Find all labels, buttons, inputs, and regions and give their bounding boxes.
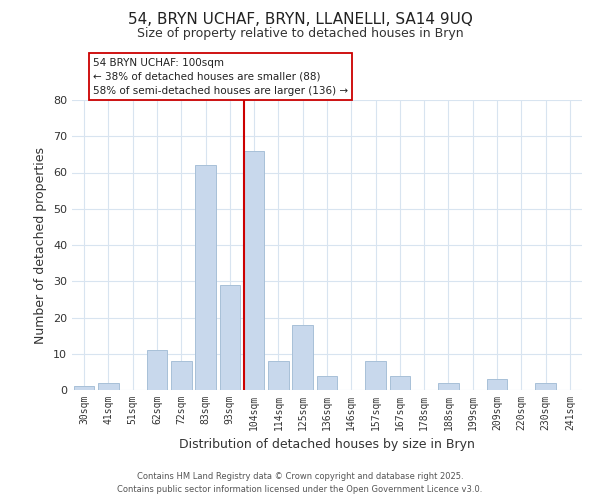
Bar [171, 361, 191, 390]
Bar [220, 285, 240, 390]
Bar [292, 325, 313, 390]
Text: 54 BRYN UCHAF: 100sqm
← 38% of detached houses are smaller (88)
58% of semi-deta: 54 BRYN UCHAF: 100sqm ← 38% of detached … [93, 58, 348, 96]
Bar [317, 376, 337, 390]
Text: Contains public sector information licensed under the Open Government Licence v3: Contains public sector information licen… [118, 485, 482, 494]
Text: 54, BRYN UCHAF, BRYN, LLANELLI, SA14 9UQ: 54, BRYN UCHAF, BRYN, LLANELLI, SA14 9UQ [128, 12, 472, 28]
Bar [268, 361, 289, 390]
Bar [365, 361, 386, 390]
Bar [244, 151, 265, 390]
Text: Contains HM Land Registry data © Crown copyright and database right 2025.: Contains HM Land Registry data © Crown c… [137, 472, 463, 481]
Bar [389, 376, 410, 390]
Text: Size of property relative to detached houses in Bryn: Size of property relative to detached ho… [137, 28, 463, 40]
Bar [98, 383, 119, 390]
Bar [438, 383, 459, 390]
Bar [487, 379, 508, 390]
X-axis label: Distribution of detached houses by size in Bryn: Distribution of detached houses by size … [179, 438, 475, 452]
Y-axis label: Number of detached properties: Number of detached properties [34, 146, 47, 344]
Bar [535, 383, 556, 390]
Bar [74, 386, 94, 390]
Bar [195, 165, 216, 390]
Bar [146, 350, 167, 390]
